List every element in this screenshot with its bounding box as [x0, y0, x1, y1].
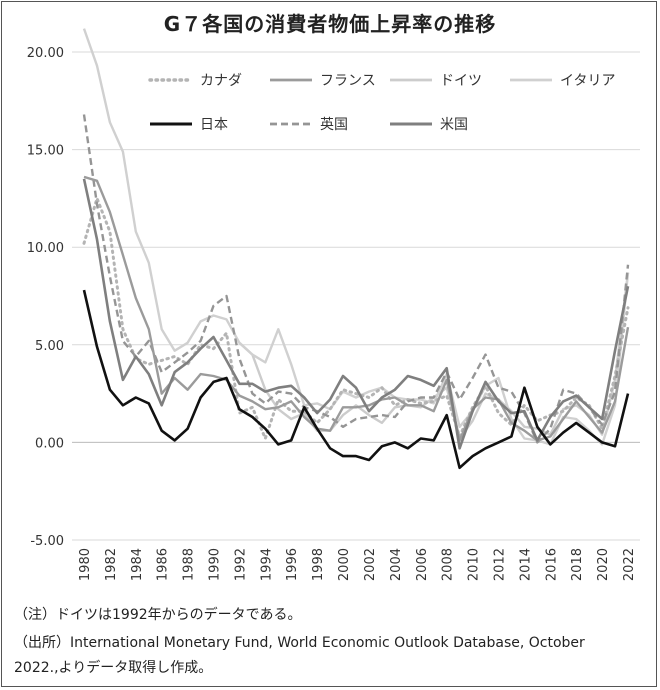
- y-tick-label: 20.00: [27, 46, 64, 61]
- x-tick-label: 1980: [78, 548, 93, 581]
- x-tick-label: 1998: [311, 548, 326, 581]
- y-tick-label: 10.00: [27, 241, 64, 256]
- y-tick-label: -5.00: [30, 534, 64, 549]
- y-axis: 20.00 15.00 10.00 5.00 0.00 -5.00: [27, 46, 64, 549]
- x-tick-label: 1996: [285, 548, 300, 581]
- x-tick-label: 2022: [622, 548, 637, 581]
- note-source-cont: 2022.,よりデータ取得し作成。: [14, 660, 213, 676]
- series-line-カナダ: [82, 196, 630, 440]
- series-line-イタリア: [82, 28, 630, 446]
- gridlines: [72, 51, 640, 541]
- x-tick-label: 1992: [233, 548, 248, 581]
- y-tick-label: 5.00: [35, 339, 64, 354]
- series-line-英国: [82, 114, 630, 444]
- x-tick-label: 1994: [259, 548, 274, 581]
- x-tick-label: 2004: [389, 548, 404, 581]
- x-tick-label: 2002: [363, 548, 378, 581]
- chart-title: G７各国の消費者物価上昇率の推移: [163, 12, 497, 36]
- y-tick-label: 0.00: [35, 436, 64, 451]
- x-tick-label: 2016: [544, 548, 559, 581]
- x-tick-label: 2020: [596, 548, 611, 581]
- x-tick-label: 1986: [156, 548, 171, 581]
- legend-label-イタリア: イタリア: [560, 73, 615, 89]
- x-tick-label: 1990: [208, 548, 223, 581]
- series-line-日本: [82, 289, 630, 470]
- x-tick-label: 2006: [415, 548, 430, 581]
- x-axis: 1980 1982 1984 1986 1988 1990 1992 1994 1996 1998…: [78, 548, 637, 581]
- legend-label-フランス: フランス: [320, 73, 376, 89]
- x-tick-label: 2008: [441, 548, 456, 581]
- series-line-フランス: [83, 175, 630, 442]
- series-line-米国: [82, 178, 630, 450]
- y-tick-label: 15.00: [27, 144, 64, 159]
- x-tick-label: 1984: [130, 548, 145, 581]
- x-tick-label: 2000: [337, 548, 352, 581]
- legend-label-ドイツ: ドイツ: [440, 73, 482, 89]
- series-lines: [82, 28, 630, 470]
- x-tick-label: 2018: [570, 548, 585, 581]
- x-tick-label: 2012: [492, 548, 507, 581]
- x-tick-label: 1982: [104, 548, 119, 581]
- x-tick-label: 2010: [467, 548, 482, 581]
- legend-label-日本: 日本: [200, 117, 228, 133]
- note-source: （出所）International Monetary Fund, World E…: [14, 635, 585, 651]
- series-line-ドイツ: [238, 272, 630, 440]
- x-tick-label: 2014: [518, 548, 533, 581]
- legend-label-カナダ: カナダ: [200, 73, 242, 89]
- x-tick-label: 1988: [182, 548, 197, 581]
- legend-label-米国: 米国: [440, 117, 468, 133]
- legend-label-英国: 英国: [320, 116, 348, 133]
- note-germany: （注）ドイツは1992年からのデータである。: [14, 607, 302, 623]
